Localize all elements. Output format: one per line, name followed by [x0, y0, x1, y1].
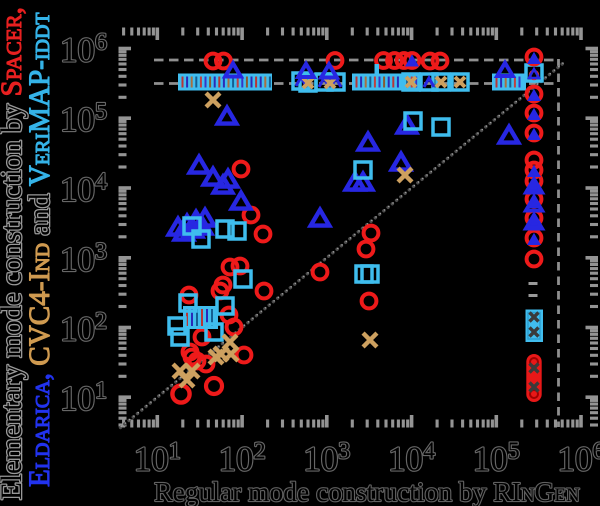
svg-text:Elementary mode construction b: Elementary mode construction by Spacer,	[0, 7, 28, 500]
svg-text:102: 102	[219, 439, 266, 479]
svg-text:Regular mode construction by R: Regular mode construction by RInGen	[154, 476, 580, 506]
svg-text:103: 103	[303, 439, 350, 479]
svg-text:104: 104	[388, 439, 435, 479]
svg-text:105: 105	[473, 439, 520, 479]
svg-text:106: 106	[60, 30, 107, 70]
svg-text:Eldarica, CVC4-Ind and VeriMAP: Eldarica, CVC4-Ind and VeriMAP-iddt	[24, 12, 56, 487]
svg-text:103: 103	[60, 239, 107, 279]
svg-text:105: 105	[60, 99, 107, 139]
svg-text:104: 104	[60, 169, 107, 209]
svg-text:106: 106	[558, 439, 600, 479]
svg-text:101: 101	[134, 439, 181, 479]
svg-text:101: 101	[60, 378, 107, 418]
svg-text:102: 102	[60, 309, 107, 349]
